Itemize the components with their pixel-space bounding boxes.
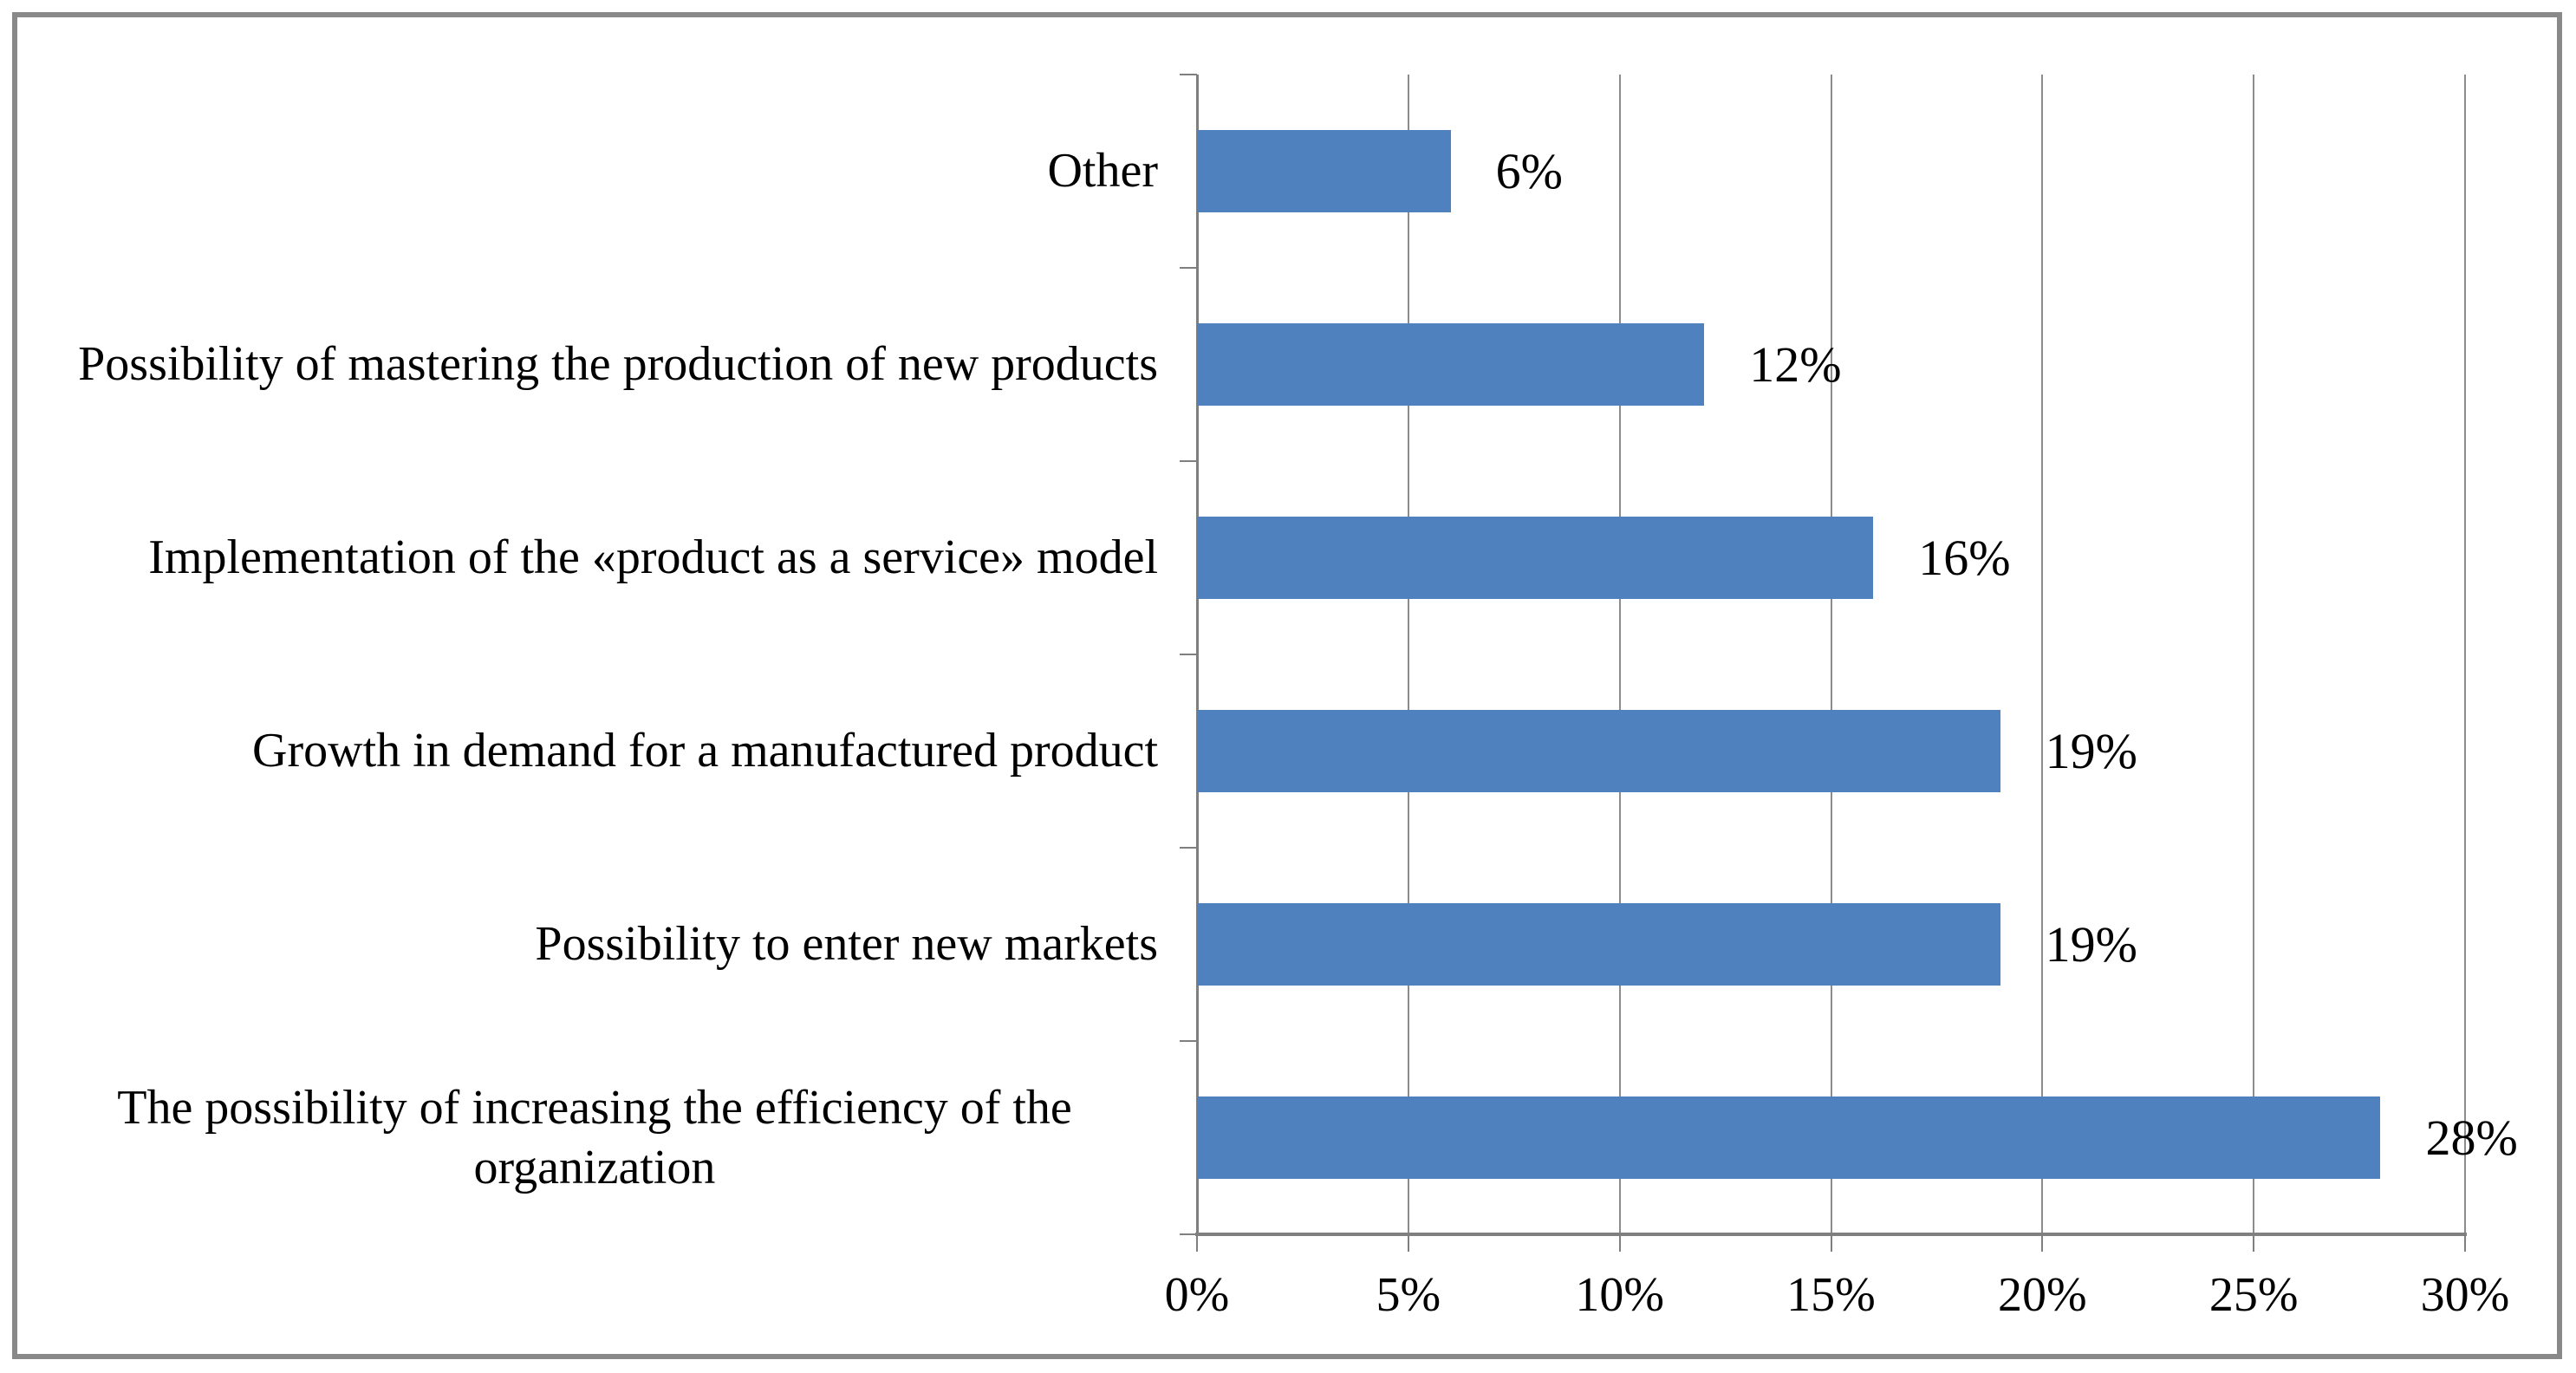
value-axis-line xyxy=(1195,1233,2467,1236)
x-axis-tick-label: 10% xyxy=(1575,1268,1664,1322)
x-axis-tick-label: 0% xyxy=(1164,1268,1230,1322)
value-label: 6% xyxy=(1495,143,1563,199)
axis-tick-mark xyxy=(2041,1234,2044,1252)
axis-tick-mark xyxy=(1618,1234,1621,1252)
axis-tick-mark xyxy=(1830,1234,1832,1252)
category-tick-mark xyxy=(1180,654,1197,655)
bar xyxy=(1197,903,2000,986)
axis-tick-mark xyxy=(1196,1234,1198,1252)
x-axis-tick-label: 30% xyxy=(2420,1268,2510,1322)
gridline xyxy=(2253,75,2255,1234)
value-label: 28% xyxy=(2425,1109,2518,1166)
gridline xyxy=(2041,75,2044,1234)
gridline xyxy=(2464,75,2466,1234)
category-label: The possibility of increasing the effici… xyxy=(117,1081,1072,1194)
bar xyxy=(1197,130,1451,212)
category-label: Implementation of the «product as a serv… xyxy=(148,530,1158,585)
x-axis-tick-label: 20% xyxy=(1998,1268,2087,1322)
category-label: Possibility of mastering the production … xyxy=(78,337,1158,392)
bar xyxy=(1197,517,1874,599)
category-tick-mark xyxy=(1180,267,1197,269)
value-label: 12% xyxy=(1749,336,1842,393)
category-tick-mark xyxy=(1180,1040,1197,1042)
x-axis-tick-label: 5% xyxy=(1376,1268,1441,1322)
category-axis-line xyxy=(1196,75,1199,1236)
x-axis-tick-label: 25% xyxy=(2208,1268,2299,1322)
bar xyxy=(1197,323,1705,406)
value-label: 19% xyxy=(2045,723,2137,779)
category-label: Possibility to enter new markets xyxy=(535,917,1158,972)
gridline xyxy=(1407,75,1409,1234)
category-label: Other xyxy=(1047,144,1158,198)
value-label: 19% xyxy=(2045,916,2137,973)
category-tick-mark xyxy=(1180,1233,1197,1235)
gridline xyxy=(1830,75,1832,1234)
axis-tick-mark xyxy=(1407,1234,1409,1252)
axis-tick-mark xyxy=(2253,1234,2255,1252)
bar xyxy=(1197,710,2000,792)
category-tick-mark xyxy=(1180,74,1197,75)
bar xyxy=(1197,1096,2381,1179)
gridline xyxy=(1618,75,1621,1234)
category-tick-mark xyxy=(1180,460,1197,462)
value-label: 16% xyxy=(1918,530,2011,586)
axis-tick-mark xyxy=(2464,1234,2466,1252)
category-tick-mark xyxy=(1180,847,1197,849)
x-axis-tick-label: 15% xyxy=(1786,1268,1876,1322)
category-label: Growth in demand for a manufactured prod… xyxy=(252,724,1158,778)
